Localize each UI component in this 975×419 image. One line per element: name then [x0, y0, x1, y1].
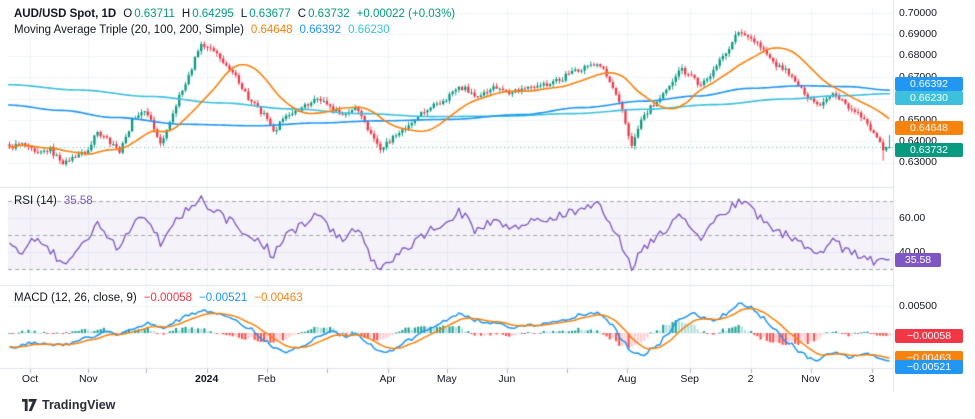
- ma100-value: 0.66392: [299, 24, 342, 36]
- ma200-value: 0.66230: [348, 24, 390, 36]
- ohlc-key: O: [123, 8, 133, 20]
- time-axis-label: Nov: [79, 373, 98, 385]
- tradingview-logo[interactable]: TradingView: [22, 398, 115, 412]
- time-axis-label: 3: [868, 373, 875, 385]
- ohlc-value: 0.63732: [308, 8, 350, 20]
- tradingview-logo-text: TradingView: [42, 398, 116, 412]
- macd-line-value: −0.00521: [199, 292, 248, 304]
- rsi-axis-tick: 60.00: [899, 211, 926, 224]
- price-axis-tick: 0.70000: [899, 6, 937, 19]
- rsi-legend: RSI (14) 35.58: [14, 193, 93, 209]
- ohlc-key: H: [181, 8, 191, 20]
- time-axis-label: 2024: [194, 373, 219, 385]
- time-axis-label: Jun: [498, 373, 516, 385]
- ohlc-key: L: [240, 8, 248, 20]
- time-axis-label: Oct: [21, 373, 39, 385]
- time-axis-label: Apr: [379, 373, 396, 385]
- price-axis-price-tag: 0.63732: [895, 143, 963, 158]
- macd-indicator-title[interactable]: MACD (12, 26, close, 9): [14, 292, 137, 304]
- ma20-value: 0.64648: [250, 24, 293, 36]
- price-axis-tick: 0.69000: [899, 27, 937, 40]
- tradingview-logo-icon: [22, 399, 37, 411]
- price-axis-price-tag: 0.66392: [895, 77, 963, 92]
- time-axis-label: Aug: [617, 373, 637, 385]
- price-axis-price-tag: 0.64648: [895, 120, 963, 135]
- rsi-indicator-title[interactable]: RSI (14): [14, 195, 57, 207]
- symbol-title[interactable]: AUD/USD Spot, 1D: [14, 8, 117, 20]
- macd-axis-tick: 0.00500: [899, 299, 937, 312]
- time-axis-label: Feb: [257, 373, 276, 385]
- time-axis-label: 2: [747, 373, 754, 385]
- ohlc-key: C: [297, 8, 307, 20]
- ohlc-value: 0.63711: [134, 8, 175, 20]
- time-axis-label: Sep: [680, 373, 700, 385]
- rsi-value: 35.58: [63, 195, 93, 207]
- macd-histogram-value: −0.00058: [143, 292, 193, 304]
- price-legend: AUD/USD Spot, 1D O 0.63711 H 0.64295 L 0.63677…: [14, 6, 455, 22]
- rsi-axis-price-tag: 35.58: [895, 252, 941, 267]
- macd-axis-price-tag: −0.00521: [895, 360, 963, 374]
- time-axis-label: Nov: [801, 373, 820, 385]
- time-axis-label: May: [436, 373, 457, 385]
- macd-axis-price-tag: −0.00058: [895, 329, 963, 344]
- ohlc-value: 0.63677: [249, 8, 291, 20]
- ma-indicator-title[interactable]: Moving Average Triple (20, 100, 200, Sim…: [14, 24, 244, 36]
- price-axis-price-tag: 0.66230: [895, 90, 963, 105]
- ma-legend: Moving Average Triple (20, 100, 200, Sim…: [14, 22, 390, 38]
- macd-legend: MACD (12, 26, close, 9) −0.00058 −0.00521−…: [14, 290, 303, 306]
- price-axis-tick: 0.68000: [899, 49, 937, 62]
- price-axis-tick: 0.63000: [899, 156, 937, 169]
- macd-signal-value: −0.00463: [254, 292, 303, 304]
- price-change: +0.00022 (+0.03%): [356, 8, 456, 20]
- ohlc-values: O 0.63711 H 0.64295 L 0.63677 C 0.63732: [116, 8, 349, 20]
- ohlc-value: 0.64295: [192, 8, 234, 20]
